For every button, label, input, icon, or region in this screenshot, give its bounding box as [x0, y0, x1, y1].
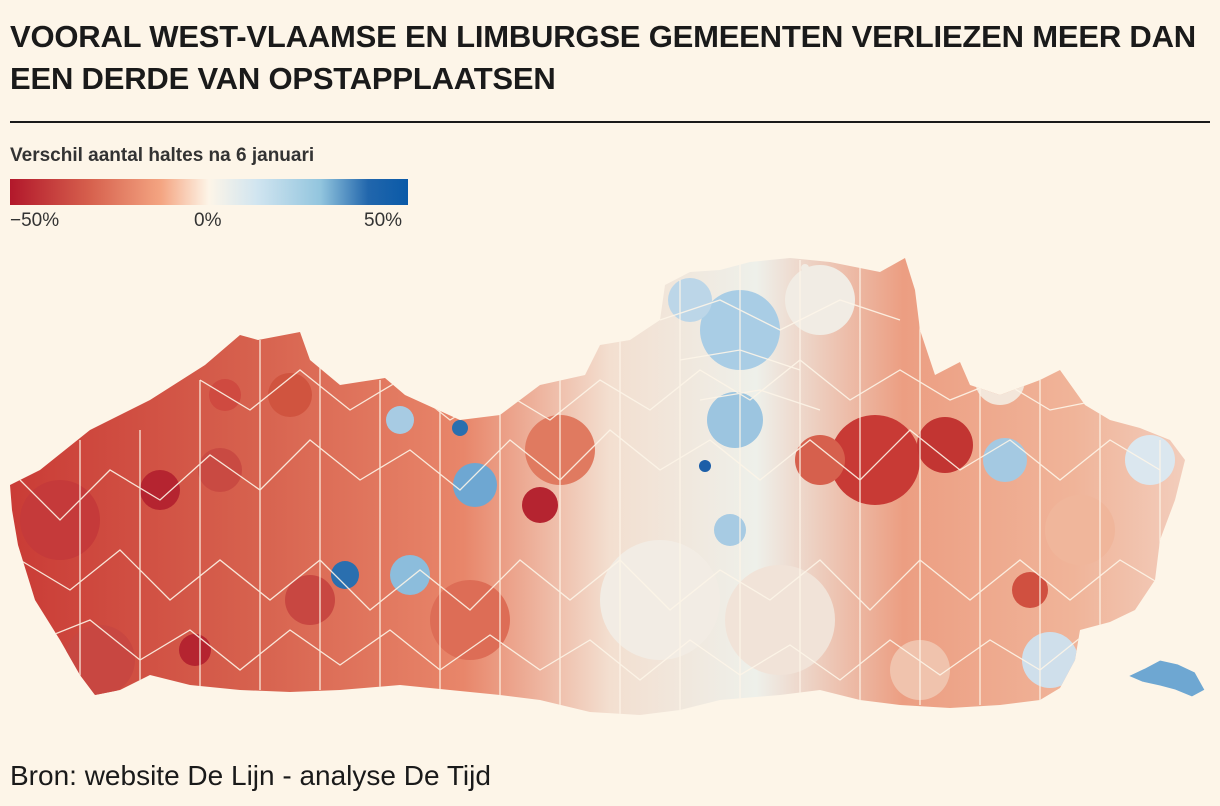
region-patch	[785, 265, 855, 335]
region-patch	[668, 278, 712, 322]
legend-min-label: −50%	[10, 210, 60, 231]
region-patch	[699, 460, 711, 472]
region-patch	[331, 561, 359, 589]
legend-title: Verschil aantal haltes na 6 januari	[10, 145, 315, 166]
region-patch	[386, 406, 414, 434]
region-patch	[285, 575, 335, 625]
baarle-hertog-enclave	[801, 264, 809, 272]
region-patch	[1012, 572, 1048, 608]
voeren-exclave	[1126, 659, 1206, 698]
title-divider	[10, 121, 1210, 123]
chart-title: VOORAL WEST-VLAAMSE EN LIMBURGSE GEMEENT…	[10, 19, 1196, 96]
region-patch	[430, 580, 510, 660]
region-patch	[198, 448, 242, 492]
legend-color-scale	[10, 179, 408, 205]
legend-max-label: 50%	[364, 210, 403, 231]
region-patch	[795, 435, 845, 485]
region-patch	[1125, 435, 1175, 485]
region-patch	[714, 514, 746, 546]
region-patch	[707, 392, 763, 448]
source-note: Bron: website De Lijn - analyse De Tijd	[10, 760, 491, 791]
region-patch	[140, 470, 180, 510]
flanders-map	[10, 258, 1206, 715]
municipal-borders	[19, 260, 1171, 715]
region-patch	[268, 373, 312, 417]
region-patch	[1045, 495, 1115, 565]
region-patch	[975, 355, 1025, 405]
region-patch	[1022, 632, 1078, 688]
region-patch	[453, 463, 497, 507]
region-patch	[452, 420, 468, 436]
region-patch	[522, 487, 558, 523]
region-patch	[725, 565, 835, 675]
region-patch	[983, 438, 1027, 482]
legend-mid-label: 0%	[194, 210, 222, 231]
region-patch	[917, 417, 973, 473]
region-patch	[179, 634, 211, 666]
region-patch	[65, 625, 135, 695]
region-patch	[390, 555, 430, 595]
region-patch	[830, 415, 920, 505]
